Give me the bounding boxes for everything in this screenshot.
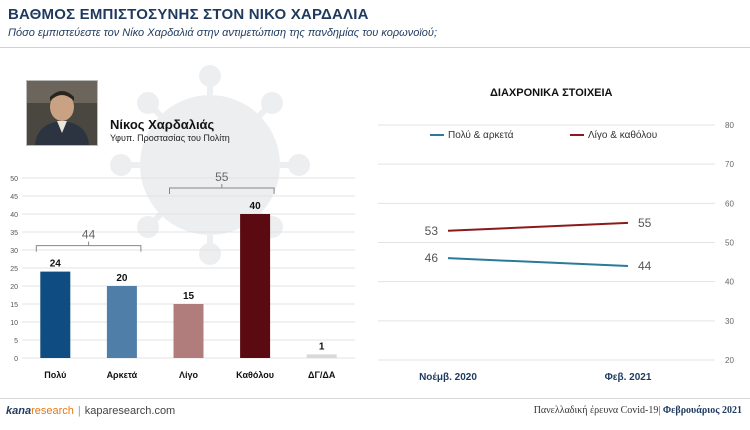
page-subtitle: Πόσο εμπιστεύεστε τον Νίκο Χαρδαλιά στην… bbox=[8, 27, 438, 39]
bar-value-label: 1 bbox=[319, 341, 325, 352]
person-photo bbox=[26, 80, 98, 146]
line-legend-label: Λίγο & καθόλου bbox=[588, 129, 657, 141]
bar-group-bracket bbox=[35, 245, 142, 252]
header-divider bbox=[0, 47, 750, 48]
bar-value-label: 24 bbox=[50, 259, 62, 270]
bar-group-total-label: 55 bbox=[215, 170, 229, 184]
line-y-tick-label: 80 bbox=[725, 121, 734, 130]
line-y-tick-label: 70 bbox=[725, 160, 734, 169]
line-x-tick-label: Φεβ. 2021 bbox=[605, 372, 652, 383]
bar-y-tick-label: 0 bbox=[14, 356, 18, 363]
footer-month: Φεβρουάριος 2021 bbox=[662, 405, 742, 416]
bar-group-bracket bbox=[169, 187, 275, 194]
bar-chart: 0 5 10 15 20 25 30 35 40 45 50 24 Πολύ 20 Αρκετά 15 Λίγο… bbox=[10, 170, 355, 380]
footer-note: Πανελλαδική έρευνα Covid-19| Φεβρουάριος… bbox=[534, 405, 742, 416]
brand-separator: | bbox=[77, 405, 81, 417]
bar-category-label: ΔΓ/ΔΑ bbox=[308, 370, 336, 380]
brand-kana: kana bbox=[6, 405, 32, 417]
line-y-tick-label: 60 bbox=[725, 199, 734, 208]
page-title: ΒΑΘΜΟΣ ΕΜΠΙΣΤΟΣΥΝΗΣ ΣΤΟΝ ΝΙΚΟ ΧΑΡΔΑΛΙΑ bbox=[8, 6, 369, 23]
line-y-tick-label: 50 bbox=[725, 239, 734, 248]
person-role: Υφυπ. Προστασίας του Πολίτη bbox=[110, 133, 230, 143]
bar bbox=[240, 214, 271, 358]
bar-category-label: Λίγο bbox=[179, 370, 199, 380]
line-chart-title: ΔΙΑΧΡΟΝΙΚΑ ΣΤΟΙΧΕΙΑ bbox=[490, 87, 613, 99]
bar-y-tick-label: 45 bbox=[10, 194, 18, 201]
line-y-tick-label: 20 bbox=[725, 356, 734, 365]
bar-category-label: Καθόλου bbox=[236, 370, 274, 380]
bar-y-tick-label: 10 bbox=[10, 320, 18, 327]
bar-group-total-label: 44 bbox=[82, 228, 96, 242]
line-data-label: 46 bbox=[425, 251, 439, 265]
line-data-label: 44 bbox=[638, 259, 652, 273]
bar-category-label: Αρκετά bbox=[107, 370, 138, 380]
bar-value-label: 15 bbox=[183, 291, 195, 302]
bar-y-tick-label: 30 bbox=[10, 248, 18, 255]
bar-category-label: Πολύ bbox=[44, 370, 66, 380]
bar bbox=[40, 271, 71, 358]
line-series-path bbox=[447, 257, 629, 267]
bar bbox=[106, 286, 137, 358]
bar bbox=[173, 304, 204, 358]
line-data-label: 55 bbox=[638, 216, 652, 230]
bar-value-label: 20 bbox=[116, 273, 128, 284]
bar-y-tick-label: 40 bbox=[10, 212, 18, 219]
bar bbox=[306, 354, 337, 358]
bar-y-tick-label: 50 bbox=[10, 176, 18, 183]
bar-y-tick-label: 20 bbox=[10, 284, 18, 291]
line-legend-label: Πολύ & αρκετά bbox=[448, 129, 514, 141]
brand-research: research bbox=[31, 405, 74, 417]
footer-survey-text: Πανελλαδική έρευνα Covid-19| bbox=[533, 405, 661, 416]
line-y-tick-label: 30 bbox=[725, 317, 734, 326]
person-name: Νίκος Χαρδαλιάς bbox=[110, 117, 215, 132]
footer-divider bbox=[0, 398, 750, 399]
bar-y-tick-label: 25 bbox=[10, 266, 18, 273]
bar-y-tick-label: 15 bbox=[10, 302, 18, 309]
bar-y-tick-label: 35 bbox=[10, 230, 18, 237]
line-chart: 20 30 40 50 60 70 80 Νοέμβ. 2020 Φεβ. 2021 Πολύ &… bbox=[378, 121, 734, 383]
line-y-tick-label: 40 bbox=[725, 278, 734, 287]
footer-site-link[interactable]: kaparesearch.com bbox=[84, 405, 176, 417]
bar-y-tick-label: 5 bbox=[14, 338, 18, 345]
line-data-label: 53 bbox=[425, 224, 439, 238]
bar-value-label: 40 bbox=[250, 201, 262, 212]
line-x-tick-label: Νοέμβ. 2020 bbox=[419, 372, 477, 383]
line-series-path bbox=[447, 221, 629, 232]
brand-logo: kanaresearch | kaparesearch.com bbox=[6, 405, 175, 417]
